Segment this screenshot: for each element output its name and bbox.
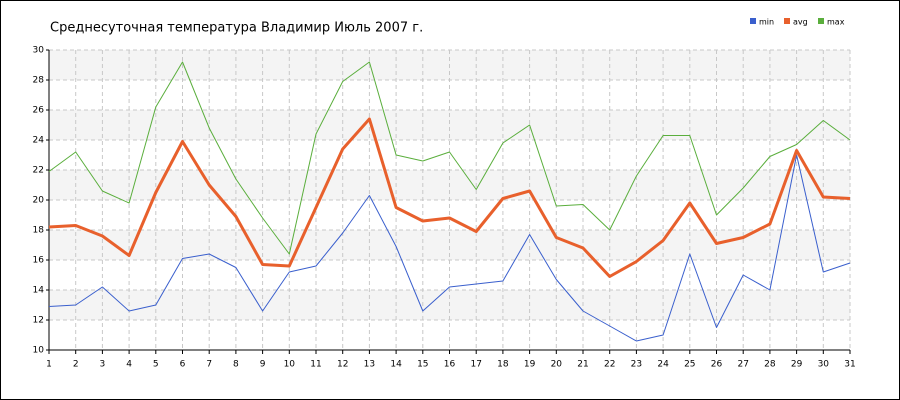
y-tick-label: 14 <box>33 286 45 296</box>
x-tick-label: 21 <box>577 360 588 370</box>
legend-label: avg <box>793 18 808 27</box>
x-tick-label: 18 <box>497 360 509 370</box>
x-tick-label: 17 <box>470 360 481 370</box>
x-tick-label: 16 <box>444 360 456 370</box>
x-tick-label: 14 <box>390 360 402 370</box>
x-tick-label: 8 <box>233 360 239 370</box>
x-tick-label: 12 <box>337 360 348 370</box>
y-tick-label: 20 <box>33 196 45 206</box>
x-tick-label: 19 <box>524 360 536 370</box>
legend-label: max <box>827 18 845 27</box>
x-tick-label: 31 <box>844 360 855 370</box>
x-tick-label: 3 <box>100 360 106 370</box>
x-tick-label: 4 <box>126 360 132 370</box>
x-tick-label: 20 <box>551 360 563 370</box>
x-tick-label: 1 <box>46 360 52 370</box>
x-tick-label: 10 <box>284 360 296 370</box>
series-line <box>48 61 851 255</box>
y-tick-label: 30 <box>33 46 45 56</box>
x-tick-label: 26 <box>711 360 723 370</box>
x-tick-label: 6 <box>180 360 186 370</box>
y-tick-label: 24 <box>33 136 45 146</box>
x-tick-label: 13 <box>364 360 375 370</box>
legend-swatch <box>818 18 824 24</box>
chart-title: Среднесуточная температура Владимир Июль… <box>50 21 423 36</box>
x-tick-label: 29 <box>791 360 803 370</box>
legend-label: min <box>759 18 774 27</box>
x-tick-label: 7 <box>206 360 212 370</box>
x-tick-label: 15 <box>417 360 428 370</box>
x-tick-label: 27 <box>737 360 748 370</box>
legend-swatch <box>750 18 756 24</box>
x-tick-label: 25 <box>684 360 695 370</box>
y-tick-label: 22 <box>33 166 44 176</box>
y-tick-label: 16 <box>33 256 45 266</box>
x-tick-label: 28 <box>764 360 776 370</box>
x-tick-label: 22 <box>604 360 615 370</box>
x-tick-label: 30 <box>818 360 830 370</box>
series-line <box>48 154 851 342</box>
x-tick-label: 9 <box>260 360 266 370</box>
y-tick-label: 18 <box>33 226 45 236</box>
y-tick-label: 12 <box>33 316 44 326</box>
y-tick-label: 26 <box>33 106 45 116</box>
series-line <box>48 117 851 278</box>
x-tick-label: 2 <box>73 360 79 370</box>
y-tick-label: 28 <box>33 76 45 86</box>
x-tick-label: 23 <box>631 360 642 370</box>
x-tick-label: 24 <box>657 360 669 370</box>
legend-swatch <box>784 18 790 24</box>
y-tick-label: 10 <box>33 346 45 356</box>
x-tick-label: 11 <box>310 360 321 370</box>
x-tick-label: 5 <box>153 360 159 370</box>
